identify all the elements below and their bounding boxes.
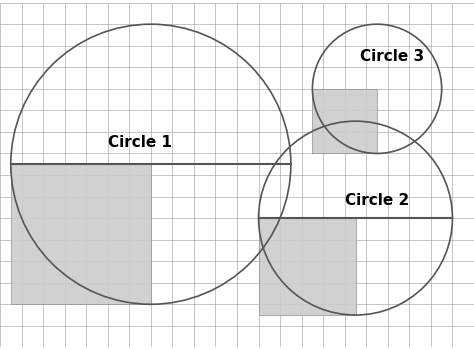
Text: Circle 2: Circle 2 (345, 193, 409, 208)
Bar (11, 164, 151, 304)
Bar (312, 89, 377, 153)
Text: Circle 1: Circle 1 (108, 135, 172, 150)
Bar (258, 218, 356, 315)
Text: Circle 3: Circle 3 (360, 49, 424, 64)
